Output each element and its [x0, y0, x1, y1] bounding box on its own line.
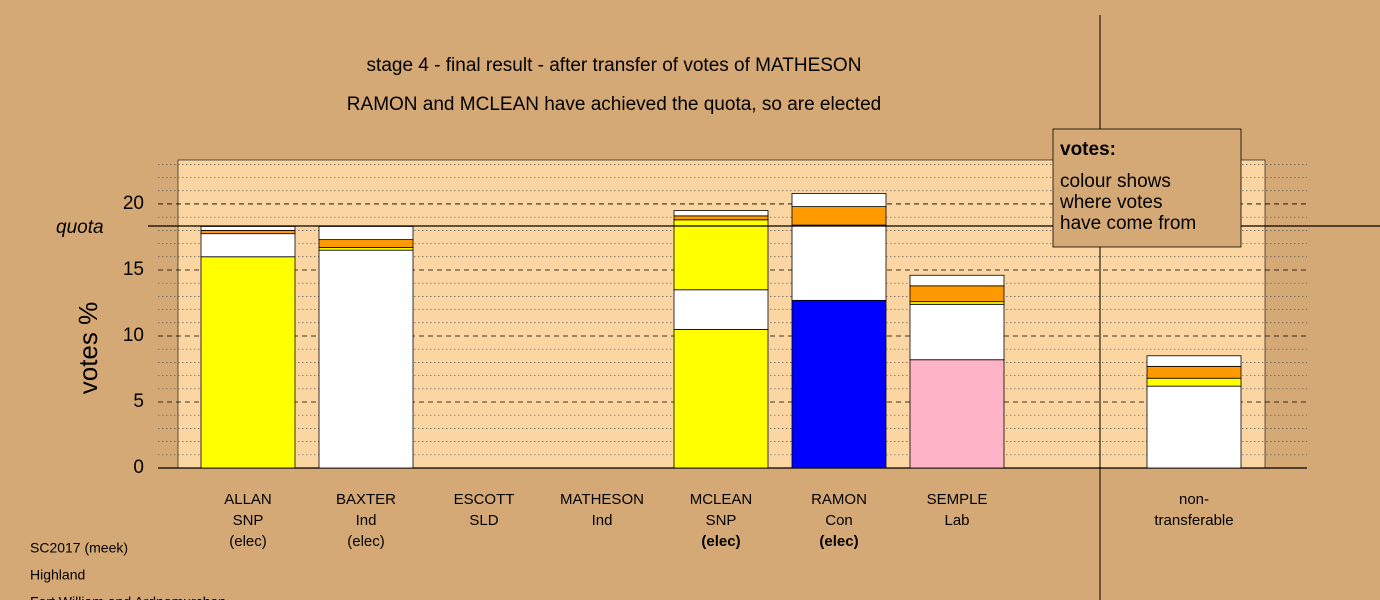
- legend-text: colour shows: [1060, 171, 1171, 192]
- bar-segment: [673, 328, 769, 469]
- x-tick-label: Ind: [356, 512, 377, 529]
- x-tick-label: ESCOTT: [454, 491, 515, 508]
- bar-segment: [200, 233, 296, 258]
- x-tick-label: SEMPLE: [927, 491, 988, 508]
- bar-segment: [1146, 365, 1242, 379]
- y-tick-label: 0: [133, 457, 144, 478]
- bar-segment: [909, 359, 1005, 469]
- x-tick-label: (elec): [229, 533, 267, 550]
- x-tick-label: non-: [1179, 491, 1209, 508]
- legend-text: have come from: [1060, 213, 1196, 234]
- x-tick-label: (elec): [819, 533, 858, 550]
- bar-segment: [318, 226, 414, 241]
- y-tick-label: 20: [123, 193, 144, 214]
- legend-title: votes:: [1060, 139, 1116, 160]
- bar-segment: [673, 219, 769, 291]
- legend-box: [1052, 128, 1242, 248]
- x-tick-label: (elec): [701, 533, 740, 550]
- bar-segment: [909, 303, 1005, 361]
- x-tick-label: Ind: [592, 512, 613, 529]
- bar-segment: [1146, 377, 1242, 387]
- bar-segment: [791, 193, 887, 208]
- x-tick-label: SNP: [233, 512, 264, 529]
- bar-segment: [673, 289, 769, 330]
- y-tick-label: 10: [123, 325, 144, 346]
- quota-label: quota: [56, 217, 104, 238]
- bar-segment: [909, 274, 1005, 287]
- x-tick-label: BAXTER: [336, 491, 396, 508]
- bar-segment: [909, 285, 1005, 303]
- x-tick-label: MCLEAN: [690, 491, 753, 508]
- footnote: Highland: [30, 567, 85, 583]
- y-tick-label: 15: [123, 259, 144, 280]
- x-tick-label: MATHESON: [560, 491, 644, 508]
- bar-segment: [791, 224, 887, 301]
- x-tick-label: (elec): [347, 533, 385, 550]
- bar-segment: [1146, 355, 1242, 367]
- legend-text: where votes: [1059, 192, 1162, 213]
- chart-title: stage 4 - final result - after transfer …: [367, 55, 862, 76]
- bar-segment: [673, 215, 769, 221]
- x-tick-label: Lab: [944, 512, 969, 529]
- x-tick-label: SLD: [469, 512, 498, 529]
- y-axis-label: votes %: [73, 302, 103, 395]
- bar-segment: [318, 239, 414, 248]
- x-tick-label: transferable: [1154, 512, 1233, 529]
- bar-segment: [1146, 385, 1242, 469]
- x-tick-label: ALLAN: [224, 491, 272, 508]
- x-tick-label: RAMON: [811, 491, 867, 508]
- bar-segment: [200, 256, 296, 469]
- y-tick-label: 5: [133, 391, 144, 412]
- x-tick-label: SNP: [706, 512, 737, 529]
- bar-segment: [200, 226, 296, 231]
- footnote: Fort William and Ardnamurchan: [30, 594, 226, 600]
- bar-segment: [791, 206, 887, 226]
- bar-segment: [200, 229, 296, 235]
- bar-segment: [673, 210, 769, 217]
- bar-segment: [791, 299, 887, 469]
- footnote: SC2017 (meek): [30, 540, 128, 556]
- x-tick-label: Con: [825, 512, 853, 529]
- bar-segment: [318, 249, 414, 469]
- chart-subtitle: RAMON and MCLEAN have achieved the quota…: [347, 94, 881, 115]
